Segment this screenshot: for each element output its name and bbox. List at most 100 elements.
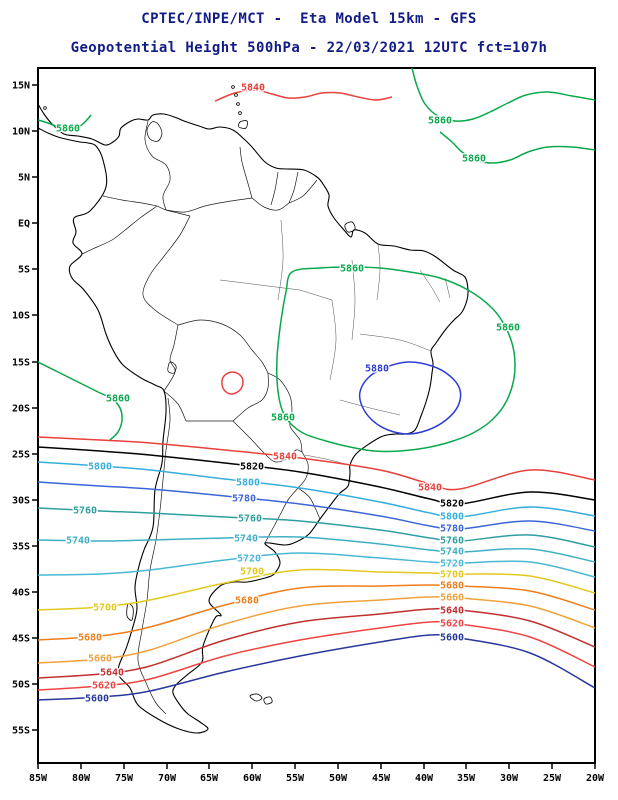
country-border [270,171,279,206]
lat-label: 10N [12,127,30,138]
lon-label: 85W [29,773,48,784]
country-border [264,487,299,544]
lat-label: 15S [12,358,30,369]
country-border [251,197,290,211]
contour-5860-label: 5860 [496,323,520,334]
island [249,693,263,702]
contour-5860-label: 5860 [462,154,486,165]
contour-5860-label: 5860 [56,124,80,135]
contour-5840-label: 5840 [241,83,265,94]
country-border [163,390,187,422]
contour-5860-line [38,114,92,131]
contour-5840-label: 5840 [418,483,442,494]
lat-label: 55S [12,726,30,737]
lon-label: 70W [158,773,177,784]
contour-5860-label: 5860 [271,413,295,424]
lon-label: 20W [586,773,605,784]
lat-label: 40S [12,588,30,599]
country-border [232,372,269,422]
contour-labels: 5840 5860 5860 5860 5860 5860 5860 5860 5880 5840… [55,81,522,706]
contour-5660-line [38,596,595,664]
contour-5860-label: 5860 [428,116,452,127]
contour-5680-label: 5680 [440,581,464,592]
lon-label: 45W [372,773,391,784]
contour-5760-label: 5760 [238,514,262,525]
contour-5760-label: 5760 [440,536,464,547]
country-border [297,451,309,489]
country-border [177,319,269,374]
contour-5780-label: 5780 [232,494,256,505]
lat-label: 35S [12,542,30,553]
state-border [359,333,432,352]
state-border [444,277,451,299]
contour-5840-line [214,89,393,102]
contour-5860-label: 5860 [340,264,364,275]
contour-5720-label: 5720 [440,559,464,570]
contour-5840-line [38,436,595,491]
lon-label: 65W [200,773,219,784]
country-border [288,171,299,204]
contour-5800-line [38,461,595,518]
lat-label: EQ [18,219,30,230]
contour-5860-line [276,266,516,453]
contour-5860-line [439,131,595,164]
contour-5740-label: 5740 [440,547,464,558]
state-border [329,299,337,381]
contour-5740-label: 5740 [66,536,90,547]
lon-label: 40W [415,773,434,784]
contour-lines [38,68,595,701]
title-model: CPTEC/INPE/MCT - Eta Model 15km - GFS [141,11,477,27]
contour-5640-label: 5640 [440,606,464,617]
contour-5800-label: 5800 [88,462,112,473]
lon-label: 50W [329,773,348,784]
map-frame [37,67,596,764]
contour-5600-label: 5600 [440,633,464,644]
lat-label: 5N [18,173,30,184]
contour-5800-label: 5800 [440,512,464,523]
lon-label: 30W [500,773,519,784]
contour-5700-label: 5700 [240,567,264,578]
contour-5760-line [38,507,595,548]
country-border [288,179,318,204]
country-border [163,324,179,392]
contour-5680-label: 5680 [235,596,259,607]
coastline [38,103,469,734]
state-border [351,259,356,341]
lat-label: 15N [12,81,30,92]
country-border [232,420,303,463]
country-border [267,372,303,453]
small-island [236,102,240,106]
contour-5840-line [221,371,244,395]
lon-label: 25W [543,773,562,784]
lake [146,121,163,142]
lon-label: 60W [243,773,262,784]
country-border [81,205,158,255]
country-border [144,120,171,211]
contour-5740-line [38,535,595,563]
contour-5820-line [38,446,595,505]
contour-5880-label: 5880 [365,364,389,375]
chart-header: CPTEC/INPE/MCT - Eta Model 15km - GFS Ge… [0,5,618,62]
lat-label: 50S [12,680,30,691]
small-island [231,85,235,89]
contour-5620-label: 5620 [92,681,116,692]
title-field: Geopotential Height 500hPa - 22/03/2021 … [70,39,548,56]
island [238,120,248,129]
contour-5880-line [358,361,462,435]
country-border [156,205,191,217]
contour-5780-line [38,481,595,532]
axes: 15N 10N 5N EQ 5S 10S 15S 20S 25S 30S 35S 40S 45S 50S 5… [12,81,605,785]
lat-label: 45S [12,634,30,645]
island [263,696,273,705]
contour-5820-label: 5820 [240,462,264,473]
contour-5640-line [38,607,595,679]
contour-5860-line [38,361,123,441]
country-border [102,195,158,207]
lake [167,361,177,374]
state-border [299,289,333,301]
lon-label: 35W [457,773,476,784]
lon-label: 75W [115,773,134,784]
country-border [239,146,253,199]
contour-5680-label: 5680 [78,633,102,644]
